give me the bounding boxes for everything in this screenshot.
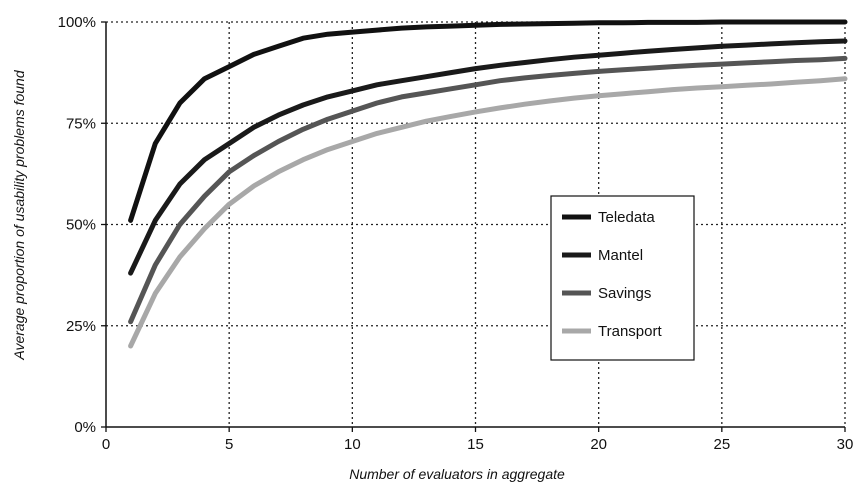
x-tick-label: 15 (467, 436, 484, 453)
x-tick-label: 10 (344, 436, 361, 453)
legend: Teledata Mantel Savings Transport (550, 195, 695, 361)
y-tick-labels: 0% 25% 50% 75% 100% (58, 14, 106, 436)
x-tick-labels: 0 5 10 15 20 25 30 (102, 427, 854, 453)
x-axis-title: Number of evaluators in aggregate (349, 466, 565, 482)
x-tick-label: 30 (837, 436, 854, 453)
series-line-mantel (128, 38, 848, 276)
x-tick-label: 25 (713, 436, 730, 453)
legend-label-transport: Transport (598, 323, 662, 340)
y-tick-label: 25% (66, 318, 96, 335)
y-tick-label: 75% (66, 115, 96, 132)
series-line-savings (128, 55, 848, 325)
legend-label-savings: Savings (598, 285, 651, 302)
series-line-teledata (128, 19, 848, 223)
series-group (128, 19, 848, 349)
x-tick-label: 0 (102, 436, 110, 453)
legend-label-mantel: Mantel (598, 247, 643, 264)
series-line-transport (128, 76, 848, 349)
y-tick-label: 50% (66, 217, 96, 234)
y-tick-label: 0% (74, 419, 96, 436)
x-tick-label: 20 (590, 436, 607, 453)
y-tick-label: 100% (58, 14, 96, 31)
y-axis-title: Average proportion of usability problems… (11, 69, 27, 360)
legend-label-teledata: Teledata (598, 209, 655, 226)
x-tick-label: 5 (225, 436, 233, 453)
